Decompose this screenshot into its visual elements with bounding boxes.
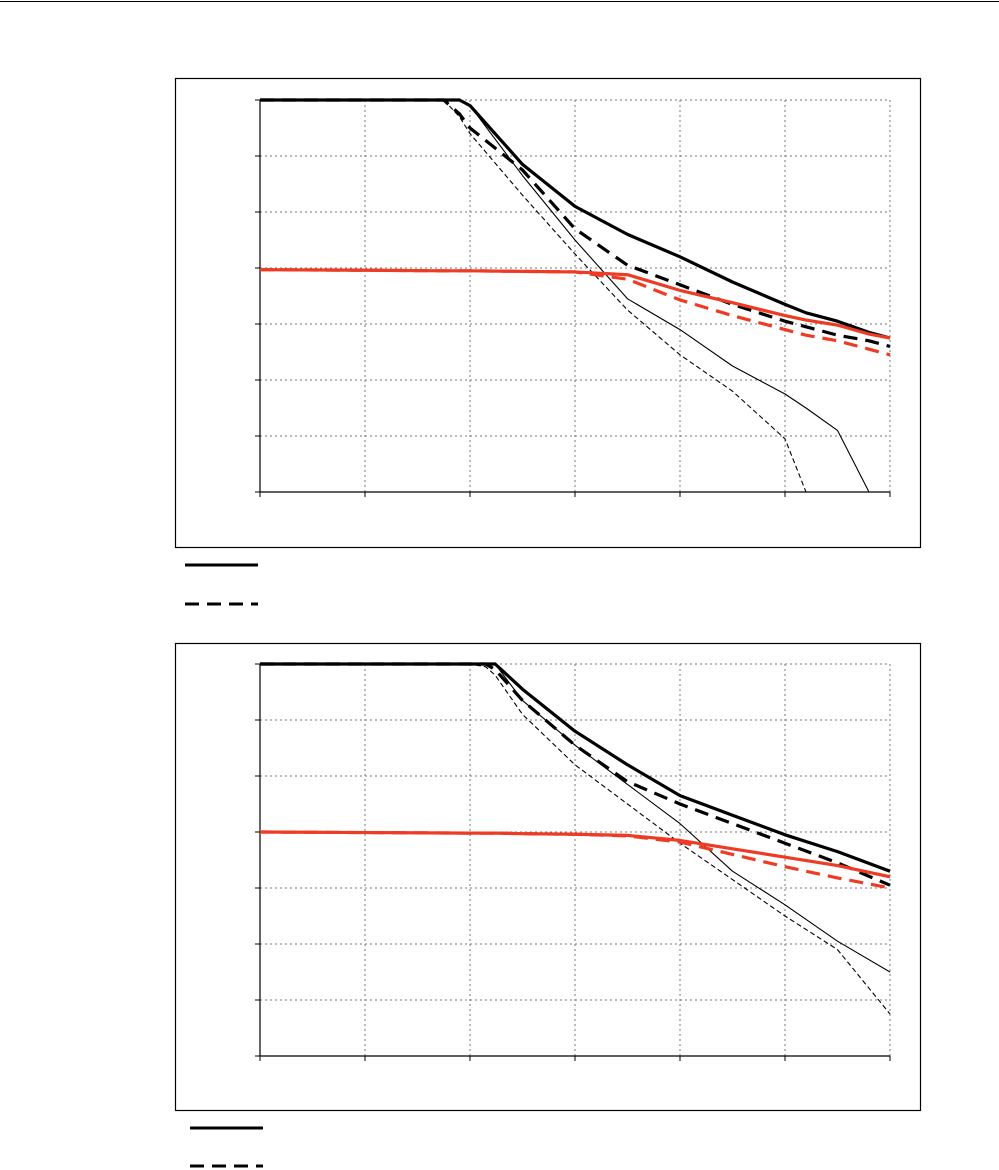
series-line [260,99,890,493]
series-line [259,830,891,890]
series-line [260,663,891,1015]
series-line [259,268,891,340]
series-line [259,268,891,357]
series-line [260,99,890,493]
series-line [260,98,891,348]
chart-frame [174,77,922,549]
chart-frame [174,642,922,1112]
